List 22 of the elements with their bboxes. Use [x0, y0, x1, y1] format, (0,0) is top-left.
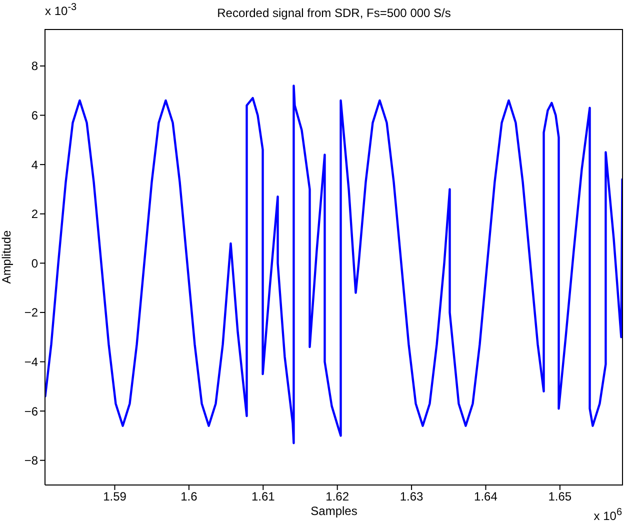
chart-title: Recorded signal from SDR, Fs=500 000 S/s [217, 6, 451, 20]
text: x 10$^{6}$ [594, 507, 622, 523]
y-tick-label: 8 [31, 59, 38, 74]
y-tick-label: −2 [24, 306, 38, 320]
x-tick-label: 1.59 [103, 490, 127, 504]
y-axis-title: Amplitude [0, 230, 14, 284]
y-tick-label: −4 [24, 355, 38, 370]
x-tick-label: 1.65 [548, 490, 572, 504]
x-axis-title: Samples [310, 504, 358, 518]
x-tick-label: 1.62 [326, 490, 350, 504]
line-series [45, 84, 623, 444]
text: x 10$^{-3}$ [45, 2, 77, 18]
y-tick-label: −8 [24, 454, 38, 468]
y-tick-label: −6 [24, 404, 38, 418]
x-tick-label: 1.63 [400, 490, 424, 504]
y-tick-label: 4 [31, 158, 38, 172]
x-tick-label: 1.61 [251, 490, 276, 504]
y-tick-label: 2 [31, 207, 38, 222]
y-tick-label: 6 [31, 108, 38, 123]
y-tick-label: 0 [31, 256, 38, 270]
x-tick-label: 1.6 [180, 490, 198, 504]
x-tick-label: 1.64 [474, 490, 498, 504]
